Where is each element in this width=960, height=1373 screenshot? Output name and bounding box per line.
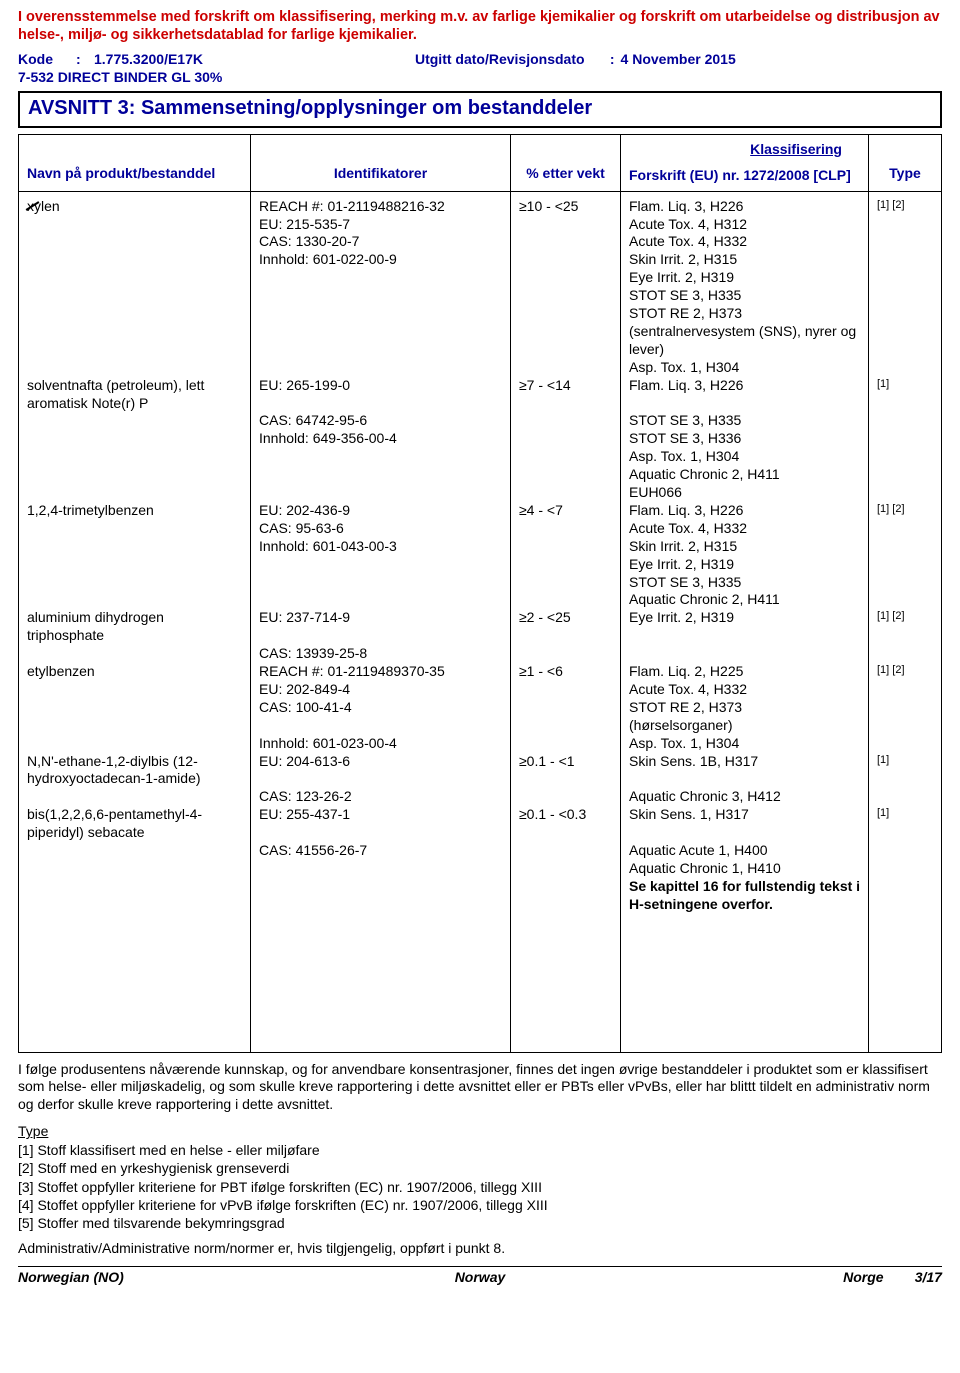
percent-by-weight: ≥1 - <6	[519, 663, 614, 753]
classification: Eye Irrit. 2, H319	[629, 609, 862, 663]
type-heading: Type	[18, 1123, 942, 1139]
product-line: 7-532 DIRECT BINDER GL 30%	[18, 68, 942, 86]
footer-country: Norge	[843, 1269, 883, 1285]
type-refs: [1]	[877, 753, 935, 807]
identifiers: EU: 237-714-9 CAS: 13939-25-8	[259, 609, 504, 663]
col-name: xylensolventnafta (petroleum), lett arom…	[19, 192, 251, 1052]
identifiers: EU: 255-437-1 CAS: 41556-26-7	[259, 806, 504, 878]
type-refs: [1] [2]	[877, 198, 935, 377]
percent-by-weight: ≥7 - <14	[519, 377, 614, 502]
admin-note: Administrativ/Administrative norm/normer…	[18, 1240, 942, 1256]
classification: Skin Sens. 1B, H317 Aquatic Chronic 3, H…	[629, 753, 862, 807]
issued-value: 4 November 2015	[621, 50, 736, 68]
col-pct: ≥10 - <25≥7 - <14≥4 - <7≥2 - <25≥1 - <6≥…	[511, 192, 621, 1052]
classification-heading: Klassifisering	[629, 141, 860, 167]
type-item: [1] Stoff klassifisert med en helse - el…	[18, 1141, 942, 1159]
substance-name: etylbenzen	[27, 663, 244, 753]
percent-by-weight: ≥2 - <25	[519, 609, 614, 663]
identifiers: EU: 265-199-0 CAS: 64742-95-6Innhold: 64…	[259, 377, 504, 502]
substance-name: aluminium dihydrogen triphosphate	[27, 609, 244, 663]
substance-name: bis(1,2,2,6,6-pentamethyl-4-piperidyl) s…	[27, 806, 244, 878]
section-title-box: AVSNITT 3: Sammensetning/opplysninger om…	[18, 91, 942, 128]
see-chapter-16: Se kapittel 16 for fullstendig tekst i H…	[629, 878, 862, 914]
meta-row: Kode : 1.775.3200/E17K Utgitt dato/Revis…	[18, 50, 942, 68]
page-footer: Norwegian (NO) Norway Norge 3/17	[18, 1266, 942, 1285]
type-refs: [1]	[877, 377, 935, 502]
substance-name: 1,2,4-trimetylbenzen	[27, 502, 244, 609]
identifiers: EU: 202-436-9CAS: 95-63-6Innhold: 601-04…	[259, 502, 504, 609]
identifiers: EU: 204-613-6 CAS: 123-26-2	[259, 753, 504, 807]
type-item: [2] Stoff med en yrkeshygienisk grenseve…	[18, 1159, 942, 1177]
percent-by-weight: ≥4 - <7	[519, 502, 614, 609]
col-id-header: Identifikatorer	[251, 135, 511, 191]
colon: :	[76, 50, 94, 68]
identifiers: REACH #: 01-2119488216-32EU: 215-535-7CA…	[259, 198, 504, 377]
colon: :	[597, 50, 615, 68]
col-type: [1] [2][1][1] [2][1] [2][1] [2][1][1]	[869, 192, 941, 1052]
classification: Skin Sens. 1, H317 Aquatic Acute 1, H400…	[629, 806, 862, 878]
compliance-statement: I overensstemmelse med forskrift om klas…	[18, 8, 942, 44]
code-label: Kode	[18, 50, 76, 68]
classification-sub: Forskrift (EU) nr. 1272/2008 [CLP]	[629, 167, 860, 183]
type-refs: [1] [2]	[877, 663, 935, 753]
percent-by-weight: ≥0.1 - <1	[519, 753, 614, 807]
table-header-row: Navn på produkt/bestanddel Identifikator…	[19, 135, 941, 192]
percent-by-weight: ≥0.1 - <0.3	[519, 806, 614, 878]
col-pct-header: % etter vekt	[511, 135, 621, 191]
footer-page-number: 3/17	[915, 1269, 942, 1285]
type-item: [5] Stoffer med tilsvarende bekymringsgr…	[18, 1214, 942, 1232]
footer-right: Norge 3/17	[637, 1269, 942, 1285]
col-class-header: Klassifisering Forskrift (EU) nr. 1272/2…	[621, 135, 869, 191]
identifiers: REACH #: 01-2119489370-35EU: 202-849-4CA…	[259, 663, 504, 753]
classification: Flam. Liq. 3, H226Acute Tox. 4, H332Skin…	[629, 502, 862, 609]
percent-by-weight: ≥10 - <25	[519, 198, 614, 377]
type-refs: [1]	[877, 806, 935, 878]
substance-name: N,N'-ethane-1,2-diylbis (12-hydroxyoctad…	[27, 753, 244, 807]
issued-label: Utgitt dato/Revisjonsdato	[415, 50, 585, 68]
type-refs: [1] [2]	[877, 609, 935, 663]
section-title: AVSNITT 3: Sammensetning/opplysninger om…	[28, 97, 932, 120]
classification: Flam. Liq. 3, H226Acute Tox. 4, H312Acut…	[629, 198, 862, 377]
classification: Flam. Liq. 3, H226 STOT SE 3, H335STOT S…	[629, 377, 862, 502]
composition-table: Navn på produkt/bestanddel Identifikator…	[18, 134, 942, 1053]
col-type-header: Type	[869, 135, 941, 191]
code-value: 1.775.3200/E17K	[94, 50, 203, 68]
type-item: [3] Stoffet oppfyller kriteriene for PBT…	[18, 1178, 942, 1196]
col-id: REACH #: 01-2119488216-32EU: 215-535-7CA…	[251, 192, 511, 1052]
classification: Flam. Liq. 2, H225Acute Tox. 4, H332STOT…	[629, 663, 862, 753]
type-list: [1] Stoff klassifisert med en helse - el…	[18, 1141, 942, 1232]
type-refs: [1] [2]	[877, 502, 935, 609]
substance-name: solventnafta (petroleum), lett aromatisk…	[27, 377, 244, 502]
substance-name: xylen	[27, 198, 244, 377]
type-item: [4] Stoffet oppfyller kriteriene for vPv…	[18, 1196, 942, 1214]
col-name-header: Navn på produkt/bestanddel	[19, 135, 251, 191]
page-container: I overensstemmelse med forskrift om klas…	[0, 0, 960, 1299]
body-paragraph: I følge produsentens nåværende kunnskap,…	[18, 1061, 942, 1114]
footer-mid: Norway	[323, 1269, 637, 1285]
table-body: xylensolventnafta (petroleum), lett arom…	[19, 192, 941, 1052]
footer-left: Norwegian (NO)	[18, 1269, 323, 1285]
col-class: Flam. Liq. 3, H226Acute Tox. 4, H312Acut…	[621, 192, 869, 1052]
